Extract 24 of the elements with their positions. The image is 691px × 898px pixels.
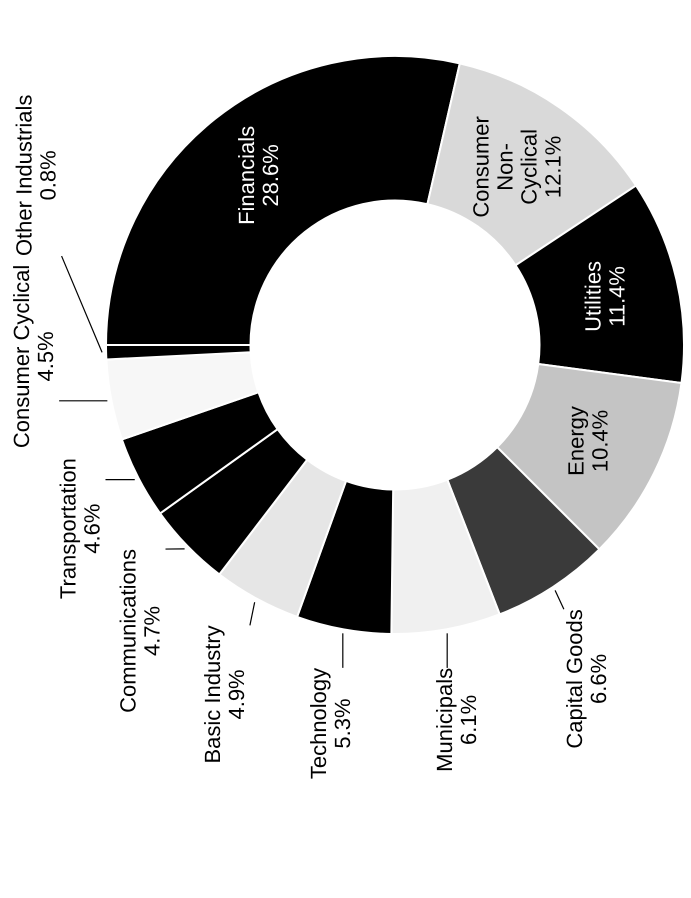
data-label: 4.6% <box>80 504 105 554</box>
slice-label: Transportation <box>56 458 81 600</box>
slice-label: Basic Industry <box>200 625 225 764</box>
data-label: 0.8% <box>36 150 61 200</box>
slice-label: Municipals <box>432 668 457 772</box>
slice-label: Other Industrials <box>12 94 37 256</box>
slice-label: Consumer Non-Cyclical <box>468 116 542 218</box>
slice-label: Energy <box>563 406 588 476</box>
data-label: 6.6% <box>586 654 611 704</box>
slice-label: Financials <box>234 126 260 225</box>
data-label: 28.6% <box>258 144 284 207</box>
data-label: 11.4% <box>604 266 630 327</box>
data-label: 4.5% <box>33 331 58 382</box>
slice-label: Consumer Cyclical <box>9 264 34 448</box>
data-label: 10.4% <box>587 410 612 472</box>
data-label: 4.7% <box>140 606 165 656</box>
data-label: 4.9% <box>224 669 249 720</box>
data-label: 5.3% <box>330 698 356 749</box>
slice-label: Communications <box>116 549 141 713</box>
slice-label: Capital Goods <box>562 609 587 749</box>
data-label: 12.1% <box>540 136 566 198</box>
slice-label: Technology <box>306 668 332 780</box>
slice-label: Utilities <box>580 260 606 332</box>
data-label: 6.1% <box>456 694 481 745</box>
